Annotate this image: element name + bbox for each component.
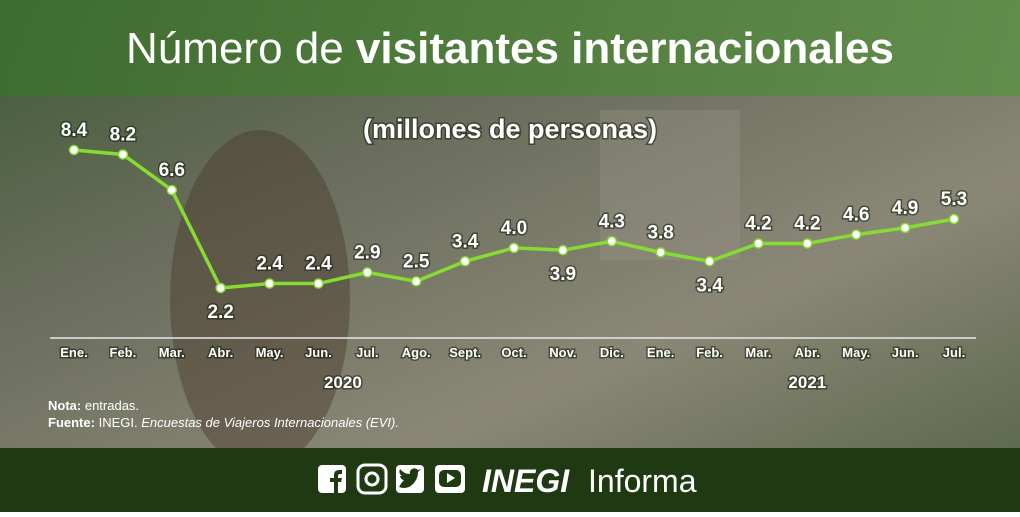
- x-tick-label: Nov.: [549, 345, 576, 360]
- data-point: [606, 236, 618, 247]
- youtube-glyph: [447, 473, 455, 483]
- x-tick-label: Abr.: [208, 345, 233, 360]
- photo-shape: [600, 110, 740, 260]
- value-label: 4.3: [599, 211, 625, 232]
- value-label: 2.9: [354, 242, 380, 263]
- value-label: 2.2: [207, 302, 233, 323]
- data-point: [508, 242, 520, 254]
- data-point: [264, 278, 275, 289]
- data-point: [948, 213, 960, 225]
- data-point: [899, 222, 911, 234]
- photo-shape: [170, 130, 350, 470]
- value-label: 6.6: [159, 160, 185, 181]
- data-point: [704, 256, 715, 267]
- note-label: Nota:: [48, 398, 81, 413]
- value-label: 2.5: [403, 251, 430, 272]
- value-label: 3.4: [696, 275, 723, 296]
- data-point: [362, 267, 373, 278]
- data-point: [850, 229, 862, 240]
- social-icons: [318, 463, 465, 495]
- value-label: 2.4: [256, 254, 283, 275]
- data-point: [68, 144, 80, 156]
- source-org: INEGI.: [99, 415, 138, 430]
- value-label: 2.4: [305, 254, 332, 275]
- title: Número de visitantes internacionales: [126, 24, 894, 73]
- value-label: 8.4: [61, 120, 88, 141]
- x-tick-label: Mar.: [159, 345, 185, 360]
- data-point: [802, 238, 813, 249]
- value-label: 3.9: [550, 264, 576, 285]
- data-point: [117, 149, 129, 160]
- x-tick-label: Ene.: [647, 345, 674, 360]
- x-tick-label: Ene.: [60, 345, 87, 360]
- data-point: [753, 238, 764, 249]
- title-bold: visitantes internacionales: [356, 24, 894, 73]
- value-label: 3.4: [452, 231, 479, 252]
- x-group-label: 2021: [788, 373, 826, 392]
- value-label: 4.2: [745, 213, 771, 234]
- x-tick-label: Sept.: [449, 345, 481, 360]
- instagram-glyph: [364, 471, 380, 487]
- subtitle: (millones de personas): [363, 114, 657, 144]
- x-tick-label: Oct.: [501, 345, 526, 360]
- x-tick-label: Ago.: [402, 345, 431, 360]
- title-band: [0, 0, 1020, 96]
- brand: INEGI: [482, 463, 570, 499]
- note-text: entradas.: [85, 398, 139, 413]
- x-tick-label: Jun.: [892, 345, 919, 360]
- x-tick-label: May.: [256, 345, 284, 360]
- data-point: [313, 278, 324, 289]
- data-point: [410, 276, 422, 287]
- data-point: [557, 244, 569, 256]
- x-tick-label: Abr.: [795, 345, 820, 360]
- facebook-glyph: [330, 470, 342, 493]
- source: Fuente: INEGI. Encuestas de Viajeros Int…: [48, 415, 399, 430]
- value-label: 5.3: [941, 189, 967, 210]
- value-label: 4.6: [843, 205, 869, 226]
- source-text: Encuestas de Viajeros Internacionales (E…: [141, 415, 399, 430]
- source-label: Fuente:: [48, 415, 95, 430]
- instagram-icon[interactable]: [356, 463, 388, 495]
- data-point: [655, 247, 666, 258]
- x-tick-label: Feb.: [696, 345, 723, 360]
- data-point: [459, 256, 471, 267]
- value-label: 3.8: [647, 222, 673, 243]
- brand-suffix: Informa: [588, 463, 697, 499]
- x-tick-label: Jul.: [943, 345, 965, 360]
- twitter-glyph: [399, 468, 421, 488]
- x-tick-label: Jun.: [305, 345, 332, 360]
- title-light: Número de: [126, 24, 344, 73]
- data-point: [215, 282, 226, 294]
- value-label: 4.2: [794, 213, 820, 234]
- x-tick-label: Feb.: [110, 345, 137, 360]
- value-label: 4.9: [892, 198, 918, 219]
- value-label: 4.0: [501, 218, 527, 239]
- note: Nota: entradas.: [48, 398, 139, 413]
- value-label: 8.2: [110, 124, 136, 145]
- x-tick-label: May.: [842, 345, 870, 360]
- x-tick-label: Dic.: [600, 345, 624, 360]
- data-point: [166, 184, 178, 196]
- plot: 8.4 8.2 6.6 2.2 2.4 2.4 2.9 2.5 3.4 4.0 3.9 4.3 3.8 3…: [59, 119, 969, 394]
- x-group-label: 2020: [324, 373, 362, 392]
- x-tick-label: Mar.: [745, 345, 771, 360]
- footer-band: [0, 448, 1020, 512]
- x-tick-label: Jul.: [356, 345, 378, 360]
